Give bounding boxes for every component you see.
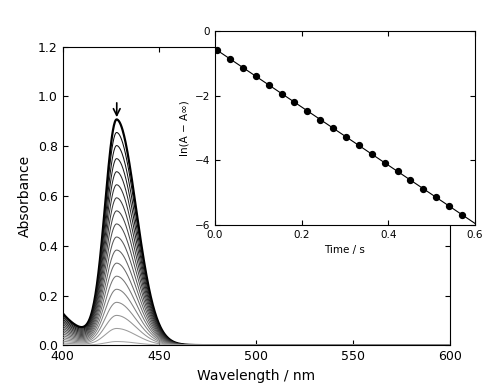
Point	[445, 203, 453, 209]
Point	[458, 211, 466, 218]
X-axis label: Time / s: Time / s	[324, 246, 366, 255]
Point	[380, 160, 388, 166]
Point	[394, 168, 402, 175]
Point	[278, 90, 285, 97]
Point	[252, 73, 260, 79]
X-axis label: Wavelength / nm: Wavelength / nm	[197, 369, 316, 383]
Y-axis label: ln(A − A∞): ln(A − A∞)	[179, 100, 189, 156]
Point	[420, 185, 428, 192]
Point	[329, 125, 337, 131]
Point	[304, 108, 312, 114]
Point	[355, 142, 363, 149]
Y-axis label: Absorbance: Absorbance	[18, 155, 32, 237]
Point	[406, 177, 414, 183]
Point	[342, 134, 350, 140]
Point	[316, 116, 324, 123]
Point	[239, 64, 247, 71]
Point	[290, 99, 298, 105]
Point	[264, 82, 272, 88]
Point	[368, 151, 376, 157]
Point	[432, 194, 440, 201]
Point	[226, 56, 234, 62]
Point	[213, 47, 221, 54]
